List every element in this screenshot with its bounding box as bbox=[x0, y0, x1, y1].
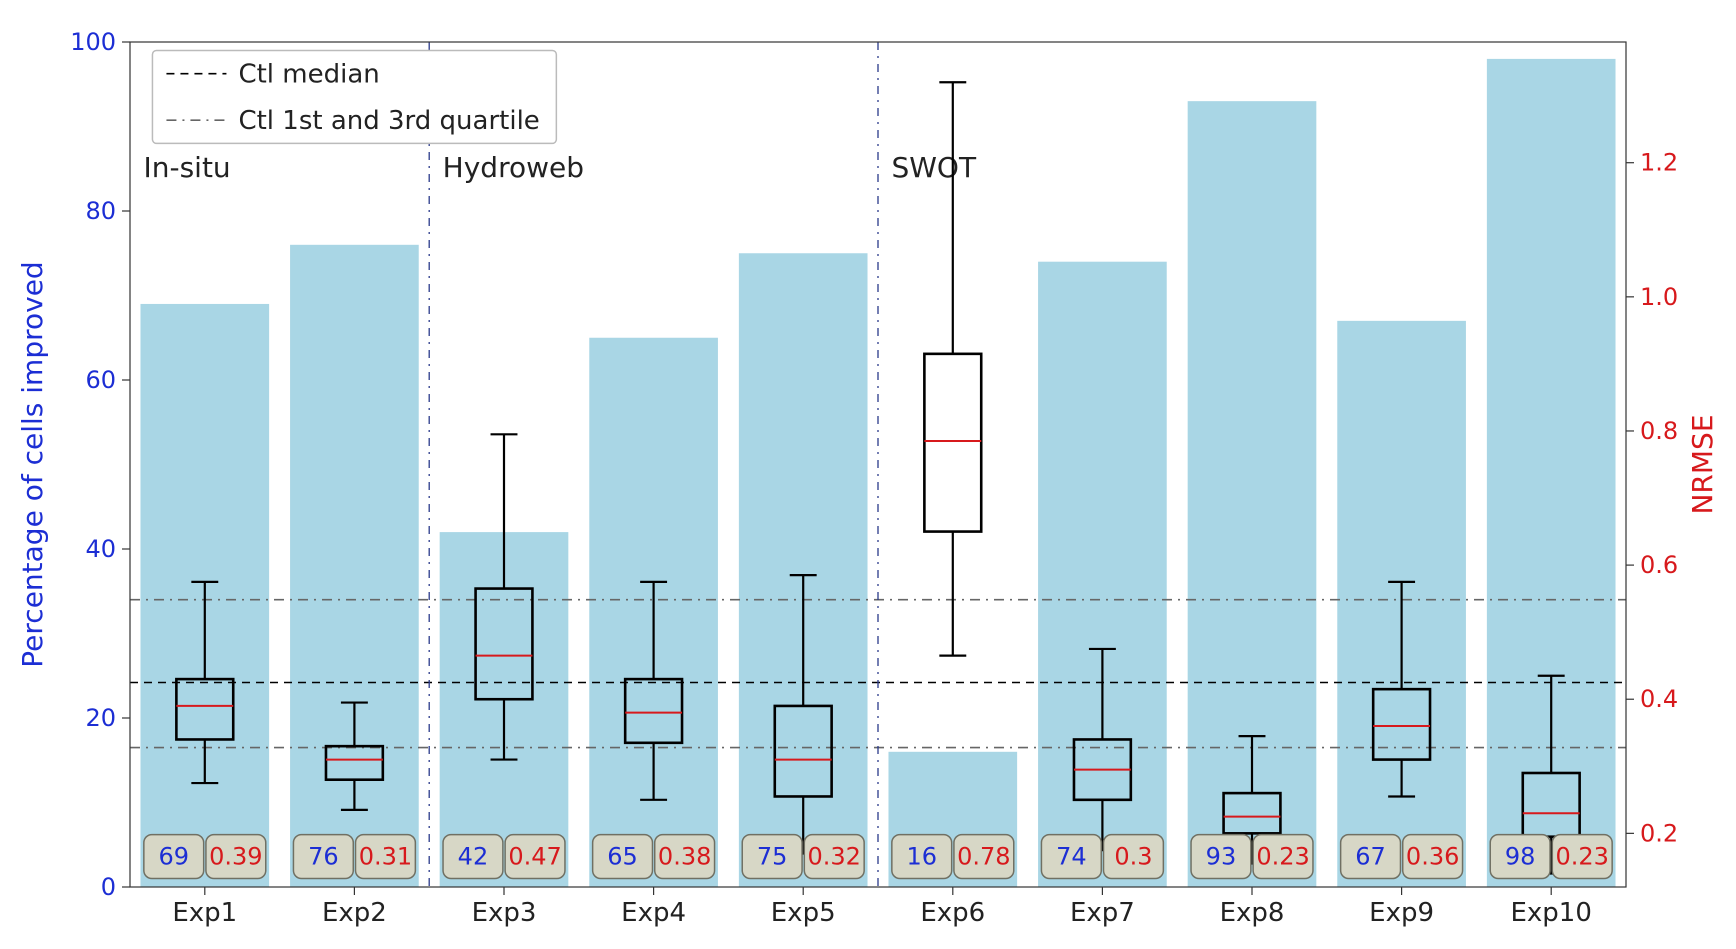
y-right-tick: 1.0 bbox=[1640, 283, 1678, 311]
boxplot-exp2 bbox=[326, 746, 383, 780]
boxplot-exp10 bbox=[1523, 773, 1580, 837]
boxplot-exp5 bbox=[775, 706, 832, 797]
boxplot-exp9 bbox=[1373, 689, 1430, 759]
x-tick-exp6: Exp6 bbox=[920, 898, 985, 928]
y-left-axis-label: Percentage of cells improved bbox=[16, 261, 49, 667]
section-label-hydroweb: Hydroweb bbox=[443, 151, 584, 184]
badge-pct-value: 67 bbox=[1355, 843, 1386, 871]
badge-pct-value: 16 bbox=[906, 843, 937, 871]
legend-item-label: Ctl median bbox=[238, 60, 379, 90]
y-right-tick: 0.8 bbox=[1640, 417, 1678, 445]
badge-nrmse-value: 0.47 bbox=[508, 843, 561, 871]
badge-nrmse-value: 0.78 bbox=[957, 843, 1010, 871]
x-tick-exp4: Exp4 bbox=[621, 898, 686, 928]
chart-container: In-situ Hydroweb SWOT 0 20 40 60 80 100 0.2 0.4 0.6… bbox=[0, 0, 1736, 949]
badge-pct-value: 69 bbox=[158, 843, 189, 871]
boxplot-exp8 bbox=[1224, 793, 1281, 833]
boxplot-exp4 bbox=[625, 679, 682, 743]
boxplot-exp1 bbox=[176, 679, 233, 739]
badge-pct-value: 75 bbox=[757, 843, 788, 871]
badge-nrmse-value: 0.3 bbox=[1114, 843, 1152, 871]
legend-item-label: Ctl 1st and 3rd quartile bbox=[238, 106, 539, 136]
x-tick-exp8: Exp8 bbox=[1220, 898, 1285, 928]
y-right-tick: 0.4 bbox=[1640, 685, 1678, 713]
badge-pct-value: 76 bbox=[308, 843, 339, 871]
y-left-tick: 0 bbox=[101, 873, 116, 901]
badge-nrmse-value: 0.32 bbox=[808, 843, 861, 871]
x-tick-exp10: Exp10 bbox=[1510, 898, 1591, 928]
badge-nrmse-value: 0.38 bbox=[658, 843, 711, 871]
x-tick-exp9: Exp9 bbox=[1369, 898, 1434, 928]
badge-pct-value: 93 bbox=[1206, 843, 1237, 871]
y-left-tick: 60 bbox=[85, 366, 116, 394]
badge-nrmse-value: 0.36 bbox=[1406, 843, 1459, 871]
badge-pct-value: 42 bbox=[458, 843, 489, 871]
y-right-tick: 0.6 bbox=[1640, 551, 1678, 579]
x-tick-exp5: Exp5 bbox=[771, 898, 836, 928]
y-right-tick: 1.2 bbox=[1640, 149, 1678, 177]
badge-pct-value: 74 bbox=[1056, 843, 1087, 871]
y-right-tick: 0.2 bbox=[1640, 819, 1678, 847]
x-tick-exp1: Exp1 bbox=[172, 898, 237, 928]
badge-pct-value: 98 bbox=[1505, 843, 1536, 871]
badge-nrmse-value: 0.23 bbox=[1556, 843, 1609, 871]
badge-nrmse-value: 0.23 bbox=[1256, 843, 1309, 871]
badge-nrmse-value: 0.31 bbox=[359, 843, 412, 871]
chart-svg: In-situ Hydroweb SWOT 0 20 40 60 80 100 0.2 0.4 0.6… bbox=[0, 0, 1736, 949]
x-tick-exp3: Exp3 bbox=[472, 898, 537, 928]
badge-nrmse-value: 0.39 bbox=[209, 843, 262, 871]
boxplot-exp6 bbox=[924, 354, 981, 532]
badge-pct-value: 65 bbox=[607, 843, 638, 871]
section-label-swot: SWOT bbox=[891, 151, 976, 184]
x-tick-exp7: Exp7 bbox=[1070, 898, 1135, 928]
section-label-in-situ: In-situ bbox=[143, 151, 230, 184]
x-tick-exp2: Exp2 bbox=[322, 898, 387, 928]
boxplot-exp3 bbox=[476, 589, 533, 700]
y-left-tick: 100 bbox=[70, 28, 116, 56]
y-left-tick: 80 bbox=[85, 197, 116, 225]
y-right-axis-label: NRMSE bbox=[1686, 414, 1719, 514]
y-left-tick: 20 bbox=[85, 704, 116, 732]
y-left-tick: 40 bbox=[85, 535, 116, 563]
